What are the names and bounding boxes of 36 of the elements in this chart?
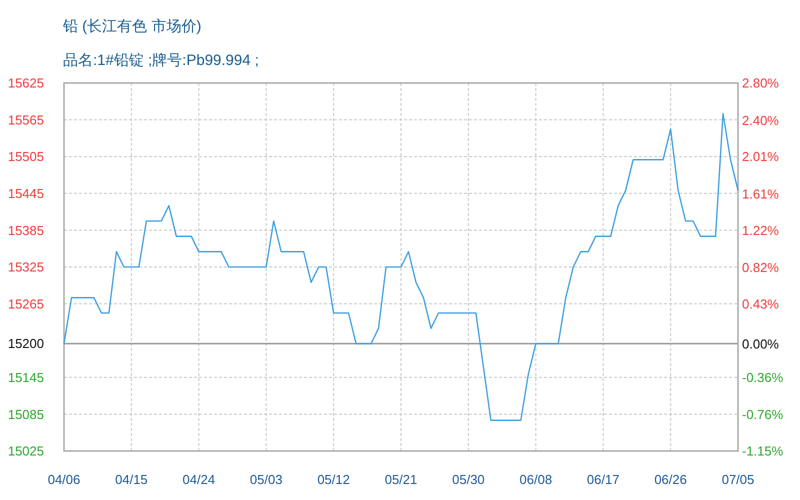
y-tick-label: 15200	[8, 336, 44, 352]
y-tick-label: 15565	[8, 112, 44, 128]
y2-tick-label: 0.43%	[742, 296, 780, 312]
x-tick-label: 06/26	[654, 472, 687, 487]
x-tick-label: 04/15	[115, 472, 148, 487]
y-tick-label: 15265	[8, 296, 44, 312]
y2-tick-label: 0.00%	[742, 336, 780, 352]
x-tick-label: 04/06	[48, 472, 80, 487]
y2-tick-label: -1.15%	[742, 444, 784, 459]
chart-subtitle: 品名:1#铅锭 ;牌号:Pb99.994 ;	[63, 52, 259, 69]
x-tick-label: 05/12	[317, 472, 350, 487]
y-tick-label: 15385	[8, 222, 44, 238]
y2-tick-label: 2.01%	[742, 149, 780, 164]
y-tick-label: 15025	[8, 444, 44, 459]
y2-tick-label: 2.80%	[742, 76, 780, 91]
y-tick-label: 15625	[8, 76, 44, 91]
y2-tick-label: -0.76%	[742, 407, 784, 422]
y-tick-label: 15145	[8, 370, 44, 385]
y2-tick-label: 1.61%	[742, 186, 780, 202]
y-tick-label: 15325	[8, 260, 44, 275]
x-tick-label: 04/24	[182, 472, 216, 487]
y2-tick-label: 0.82%	[742, 260, 780, 276]
x-tick-label: 06/17	[586, 472, 620, 487]
x-tick-label: 05/21	[384, 472, 418, 487]
x-tick-label: 07/05	[722, 472, 754, 487]
y2-tick-label: -0.36%	[742, 370, 784, 385]
y-tick-label: 15445	[8, 186, 44, 201]
x-tick-label: 06/08	[520, 472, 552, 487]
chart-title: 铅 (长江有色 市场价)	[62, 18, 202, 35]
line-series	[63, 113, 739, 421]
y2-tick-label: 1.22%	[742, 222, 780, 238]
x-tick-label: 05/03	[250, 472, 282, 487]
y-tick-label: 15505	[8, 149, 44, 164]
y2-tick-label: 2.40%	[742, 112, 780, 128]
x-tick-label: 05/30	[452, 472, 485, 487]
y-tick-label: 15085	[8, 406, 44, 422]
